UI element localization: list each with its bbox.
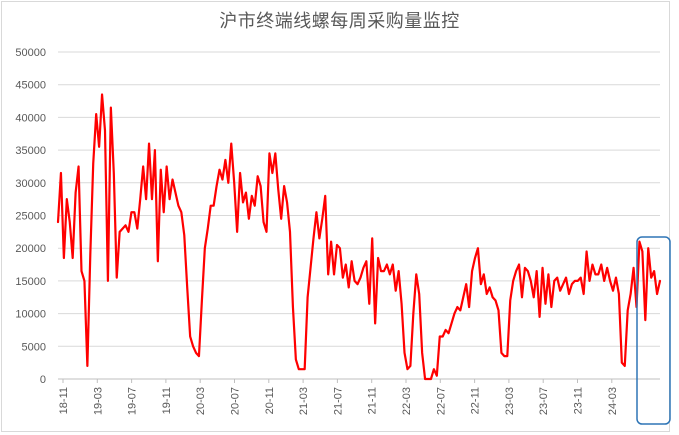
- series-line: [56, 93, 662, 381]
- x-tick-label: 22-07: [435, 387, 447, 415]
- chart-frame: [1, 1, 670, 432]
- x-tick-label: 23-07: [538, 387, 550, 415]
- x-tick-label: 18-11: [58, 387, 70, 414]
- x-tick-label: 22-11: [470, 387, 482, 414]
- x-axis-ticks: 18-11 19-03 19-07 19-11 20-03 20-07 20-11 21-03…: [58, 379, 619, 415]
- x-tick-label: 24-03: [607, 387, 619, 415]
- highlight-box: [636, 236, 671, 425]
- y-tick-label: 45000: [15, 80, 46, 92]
- x-tick-label: 21-11: [367, 387, 379, 414]
- grid-layer: [58, 51, 660, 380]
- x-tick-label: 23-11: [573, 387, 585, 414]
- x-tick-label: 19-03: [92, 387, 104, 415]
- y-tick-label: 30000: [15, 178, 46, 190]
- y-tick-label: 35000: [15, 145, 46, 157]
- y-tick-label: 0: [40, 374, 46, 386]
- x-tick-label: 20-03: [195, 387, 207, 415]
- y-axis-ticks: 0 5000 10000 15000 20000 25000 30000 35000 40000…: [15, 47, 46, 386]
- x-tick-label: 20-07: [230, 387, 242, 415]
- y-tick-label: 15000: [15, 276, 46, 288]
- y-tick-label: 5000: [22, 341, 46, 353]
- y-tick-label: 25000: [15, 211, 46, 223]
- annotation-layer: [636, 236, 671, 425]
- x-tick-label: 23-03: [504, 387, 516, 415]
- y-tick-label: 20000: [15, 243, 46, 255]
- chart-title: 沪市终端线螺每周采购量监控: [219, 11, 460, 32]
- x-tick-label: 22-03: [401, 387, 413, 415]
- x-tick-label: 21-03: [298, 387, 310, 415]
- x-tick-label: 20-11: [264, 387, 276, 414]
- x-tick-label: 19-11: [161, 387, 173, 414]
- y-tick-label: 50000: [15, 47, 46, 59]
- series-layer: [56, 93, 662, 381]
- y-tick-label: 10000: [15, 309, 46, 321]
- x-tick-label: 21-07: [332, 387, 344, 415]
- x-tick-label: 19-07: [127, 387, 139, 415]
- y-tick-label: 40000: [15, 112, 46, 124]
